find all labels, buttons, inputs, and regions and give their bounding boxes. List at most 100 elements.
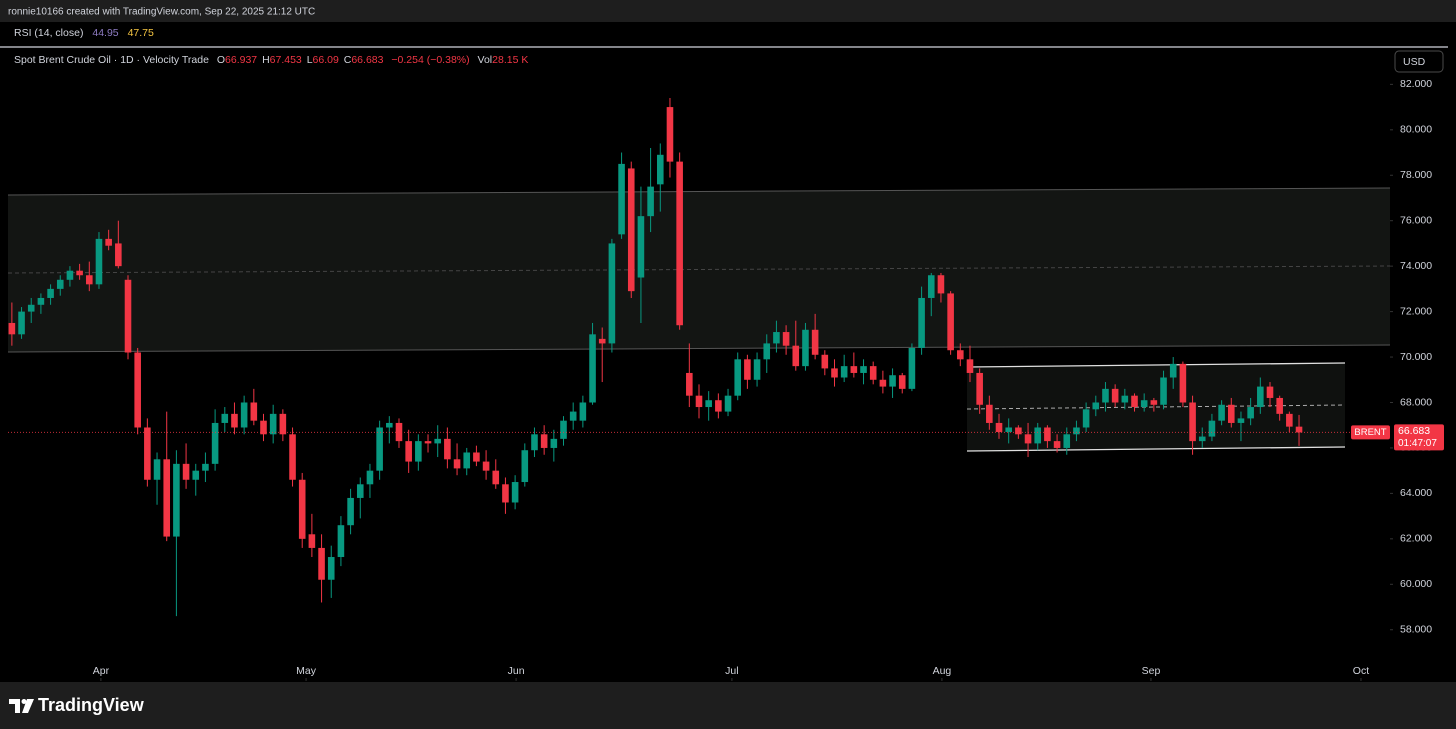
candle-body <box>666 107 674 162</box>
candle-body <box>37 297 45 305</box>
candle-body <box>1082 409 1090 428</box>
candle-body <box>1286 413 1293 427</box>
candle-body <box>211 422 219 464</box>
candle-body <box>1150 400 1158 405</box>
candle-body <box>511 482 519 503</box>
symbol-legend: Spot Brent Crude Oil · 1D · Velocity Tra… <box>14 54 528 66</box>
candle-body <box>705 400 712 408</box>
volume-label: Vol <box>478 54 493 66</box>
candle-body <box>173 463 180 537</box>
ohlc-label: C <box>344 54 352 66</box>
candle-body <box>347 497 354 526</box>
candle-body <box>153 459 161 480</box>
high-value: 67.453 <box>270 54 302 66</box>
candle-body <box>1024 434 1032 444</box>
candle-body <box>298 479 306 539</box>
candle-body <box>1111 388 1119 403</box>
candle-body <box>502 484 509 503</box>
logo-mark <box>22 699 34 713</box>
brand-name: TradingView <box>38 695 145 715</box>
candle-body <box>821 354 829 369</box>
symbol-tag <box>1351 425 1390 440</box>
logo-mark <box>21 699 27 704</box>
candle-body <box>598 338 606 344</box>
candle-body <box>47 288 54 298</box>
candle-body <box>637 216 645 278</box>
candle-body <box>811 329 819 355</box>
candle-body <box>134 352 141 428</box>
x-tick-label: May <box>296 665 317 677</box>
candle-body <box>279 413 287 435</box>
candle-body <box>1189 402 1196 442</box>
candle-body <box>18 311 25 335</box>
candle-body <box>1053 441 1061 448</box>
ohlc-label: H <box>262 54 270 66</box>
candle-body <box>966 359 974 373</box>
candle-body <box>240 402 248 428</box>
candle-body <box>163 459 171 537</box>
candle-body <box>356 484 364 498</box>
candle-body <box>473 452 480 462</box>
candle-body <box>1266 386 1274 398</box>
candle-body <box>66 270 74 280</box>
candle-body <box>802 329 809 367</box>
open-value: 66.937 <box>225 54 257 66</box>
candle-body <box>105 238 112 246</box>
candle-body <box>782 332 790 346</box>
currency-button[interactable] <box>1394 50 1444 73</box>
candle-body <box>289 434 296 480</box>
candle-body <box>250 402 258 421</box>
candle-body <box>1015 427 1022 435</box>
candle-body <box>618 163 625 235</box>
chart-background <box>0 22 1456 682</box>
y-tick-label: 72.000 <box>1400 305 1432 317</box>
candle-body <box>753 359 761 380</box>
candle-body <box>957 350 964 360</box>
candle-body <box>540 434 548 448</box>
countdown: 01:47:07 <box>1398 438 1437 449</box>
candle-body <box>569 411 577 421</box>
currency-label[interactable]: USD <box>1403 56 1426 68</box>
candle-body <box>589 334 596 403</box>
candle-body <box>405 441 412 462</box>
candle-body <box>260 420 267 435</box>
candle-body <box>115 243 122 267</box>
candle-body <box>1140 400 1148 408</box>
candle-body <box>550 438 558 448</box>
candle-body <box>656 154 664 185</box>
indicator-name: RSI (14, close) <box>14 27 83 39</box>
candle-body <box>1102 388 1109 403</box>
candle-body <box>1121 395 1129 403</box>
upper-zone <box>8 188 1390 352</box>
candle-body <box>879 379 887 387</box>
zone-edge <box>7 344 1391 353</box>
candle-body <box>221 413 229 423</box>
symbol-name: BRENT <box>1354 427 1386 438</box>
indicator-value: 47.75 <box>128 27 154 39</box>
candle-body <box>192 470 200 480</box>
indicator-value: 44.95 <box>92 27 118 39</box>
candle-body <box>1131 395 1138 408</box>
candle-body <box>1295 426 1303 433</box>
candle-body <box>453 459 461 469</box>
candle-body <box>947 293 954 351</box>
indicator-legend: RSI (14, close) 44.95 47.75 <box>14 27 154 39</box>
candles <box>8 97 1390 617</box>
candle-body <box>908 347 916 389</box>
y-tick-label: 70.000 <box>1400 351 1432 363</box>
candle-body <box>1092 402 1100 410</box>
candle-body <box>144 427 151 480</box>
candle-body <box>986 404 993 423</box>
change: −0.254 (−0.38%) <box>391 54 469 66</box>
candle-body <box>1044 427 1051 442</box>
channel-edge <box>966 362 1346 368</box>
candle-body <box>231 413 238 428</box>
candle-body <box>647 186 654 217</box>
chart-title: Spot Brent Crude Oil · 1D · Velocity Tra… <box>14 54 209 66</box>
candle-body <box>376 427 383 471</box>
candle-body <box>792 345 800 367</box>
price-box <box>1394 424 1444 451</box>
y-tick-label: 76.000 <box>1400 214 1432 226</box>
x-tick-label: Aug <box>933 665 952 677</box>
candle-body <box>1063 434 1071 448</box>
